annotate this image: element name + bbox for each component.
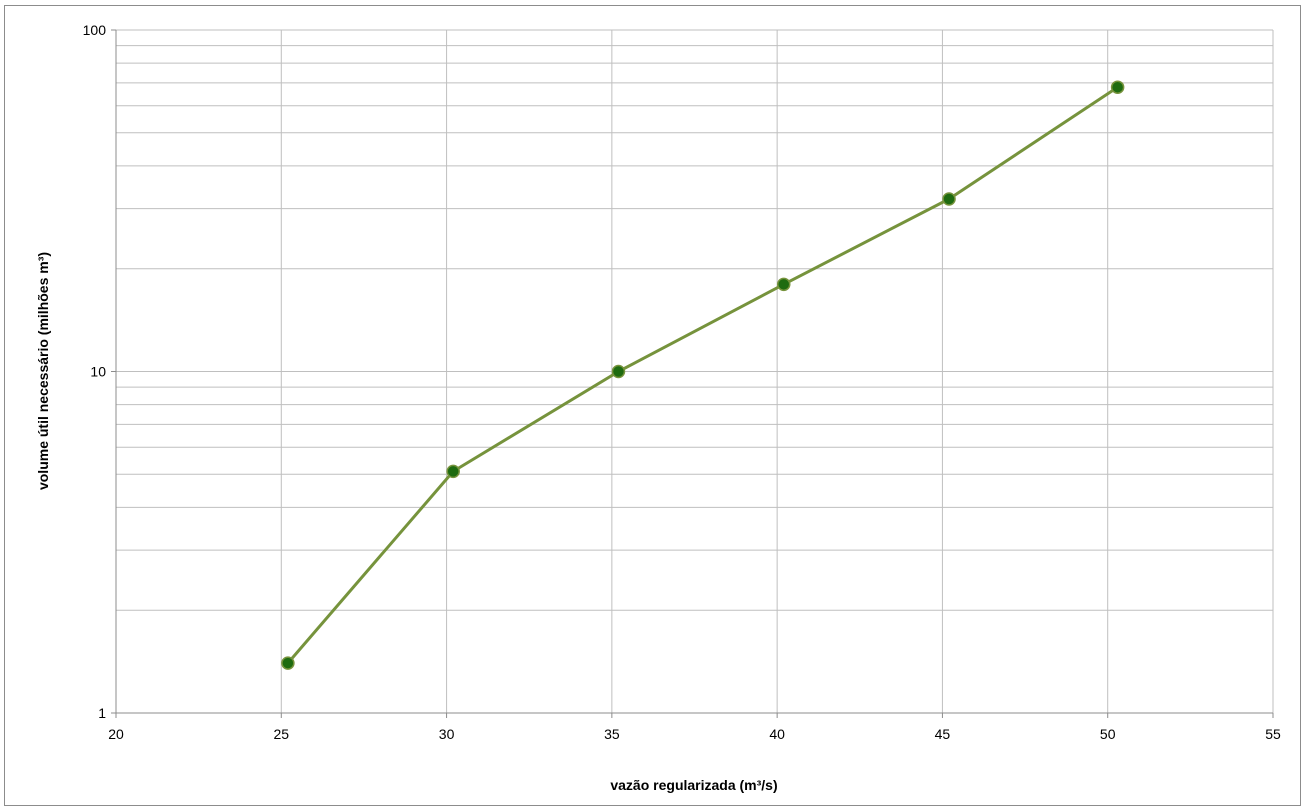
grid-lines — [111, 29, 1274, 718]
data-point — [777, 277, 791, 292]
y-tick-label: 100 — [83, 22, 107, 38]
series-line — [286, 85, 1119, 665]
chart-frame — [4, 5, 1301, 806]
x-tick-label: 55 — [1265, 726, 1281, 742]
data-point — [446, 464, 460, 479]
y-tick-label: 1 — [98, 705, 106, 721]
data-point — [942, 192, 956, 206]
x-tick-label: 35 — [604, 726, 620, 742]
x-tick-label: 30 — [439, 726, 455, 742]
data-point — [1110, 80, 1125, 94]
y-axis-title: volume útil necessário (milhões m³) — [35, 252, 51, 490]
x-tick-label: 50 — [1100, 726, 1116, 742]
x-tick-labels: 20 25 30 35 40 45 50 55 — [108, 726, 1281, 742]
axes — [115, 30, 1273, 714]
y-tick-labels: 1 10 100 — [83, 22, 107, 721]
data-point — [611, 364, 626, 379]
data-point — [281, 656, 295, 670]
series-group — [281, 80, 1125, 670]
x-tick-label: 40 — [769, 726, 785, 742]
x-tick-label: 20 — [108, 726, 124, 742]
x-tick-label: 45 — [935, 726, 951, 742]
x-axis-title: vazão regularizada (m³/s) — [610, 777, 777, 793]
x-tick-label: 25 — [273, 726, 289, 742]
y-tick-label: 10 — [90, 364, 106, 380]
